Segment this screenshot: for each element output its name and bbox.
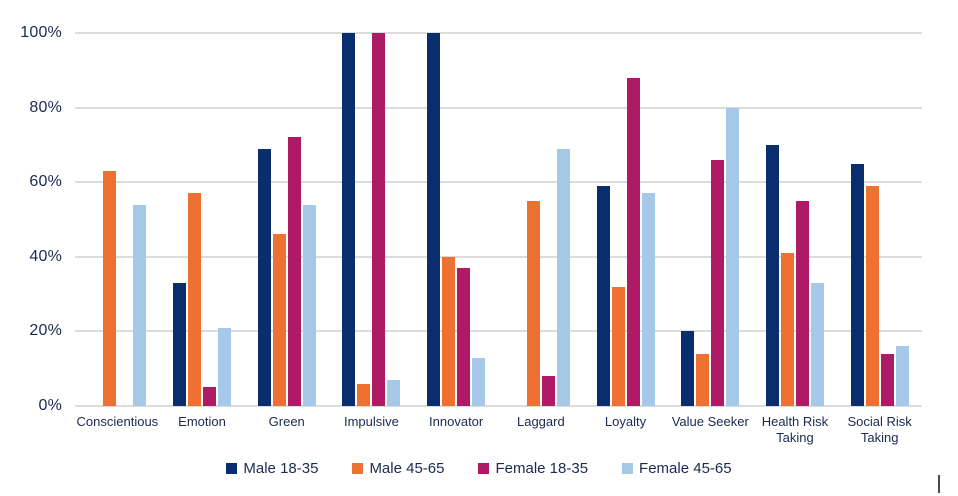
bar [681, 331, 695, 406]
legend-label: Female 45-65 [639, 460, 732, 477]
bar [696, 353, 710, 406]
legend-swatch-icon [478, 463, 490, 474]
x-tick-label: Emotion [178, 414, 226, 429]
y-tick-label: 0% [38, 397, 62, 414]
bar-group-laggard [499, 33, 584, 406]
x-tick-label: Impulsive [343, 414, 399, 429]
x-tick-label: Loyalty [604, 414, 647, 429]
gridline-80 [75, 106, 922, 109]
bar [541, 376, 555, 406]
y-tick-label: 60% [29, 173, 62, 191]
bar [596, 185, 610, 406]
gridline-20 [75, 330, 922, 333]
bar [795, 200, 809, 406]
bar-group-value-seeker [668, 33, 753, 406]
bar [188, 193, 202, 406]
legend-label: Male 45-65 [369, 460, 445, 477]
bar-group-loyalty [583, 33, 668, 406]
bar [103, 171, 117, 406]
bar-group-social-risk-taking [837, 33, 922, 406]
legend-item-male-45-65: Male 45-65 [352, 460, 444, 477]
bar [257, 148, 271, 406]
bar [850, 163, 864, 406]
x-tick-label: Innovator [429, 414, 484, 429]
x-tick-label: Laggard [516, 414, 565, 429]
bar [287, 137, 301, 406]
bar [810, 282, 824, 406]
bar [173, 282, 187, 406]
x-tick-label: Green [268, 414, 305, 429]
x-axis: Conscientious Emotion Green Impulsive Innova… [75, 414, 922, 454]
bar [387, 379, 401, 406]
bar [218, 327, 232, 406]
bar [780, 253, 794, 406]
gridline-0 [75, 405, 922, 407]
bar-group-emotion [160, 33, 245, 406]
bar [641, 193, 655, 406]
bar-group-conscientious [75, 33, 160, 406]
bar [726, 107, 740, 406]
bar [895, 346, 909, 406]
y-tick-label: 40% [29, 247, 62, 265]
gridline-60 [75, 181, 922, 184]
bar [342, 33, 356, 406]
bar [203, 387, 217, 406]
bar [457, 268, 471, 406]
bar-group-green [244, 33, 329, 406]
bar [272, 234, 286, 406]
legend-label: Female 18-35 [495, 460, 589, 477]
y-tick-label: 80% [29, 98, 62, 116]
bar [880, 353, 894, 406]
gridline-40 [75, 255, 922, 258]
bar [442, 256, 456, 406]
gridline-100 [75, 32, 922, 34]
bar [711, 159, 725, 406]
x-tick-label: Social Risk Taking [847, 414, 912, 445]
x-tick-label: Value Seeker [671, 414, 749, 429]
legend-swatch-icon [352, 463, 364, 474]
bar [302, 204, 316, 406]
bar [133, 204, 147, 406]
plot-area [75, 32, 922, 407]
legend: Male 18-35 Male 45-65 Female 18-35 Female 4… [0, 460, 958, 477]
text-caret [938, 475, 940, 493]
legend-item-female-45-65: Female 45-65 [622, 460, 732, 477]
bar [865, 185, 879, 406]
bar [372, 33, 386, 406]
bar [526, 200, 540, 406]
bar-group-health-risk-taking [753, 33, 838, 406]
legend-label: Male 18-35 [243, 460, 319, 477]
bar-group-innovator [414, 33, 499, 406]
legend-item-male-18-35: Male 18-35 [226, 460, 318, 477]
legend-swatch-icon [622, 463, 634, 474]
legend-item-female-18-35: Female 18-35 [478, 460, 588, 477]
x-tick-label: Health Risk Taking [761, 414, 829, 445]
bar-group-impulsive [329, 33, 414, 406]
bar [765, 144, 779, 406]
legend-swatch-icon [226, 463, 238, 474]
x-tick-label: Conscientious [76, 414, 159, 429]
bar [472, 357, 486, 406]
bar [357, 383, 371, 406]
bar [556, 148, 570, 406]
bar [427, 33, 441, 406]
bar [626, 77, 640, 406]
bar [611, 286, 625, 406]
y-tick-label: 20% [29, 322, 62, 340]
y-tick-label: 100% [20, 24, 62, 41]
